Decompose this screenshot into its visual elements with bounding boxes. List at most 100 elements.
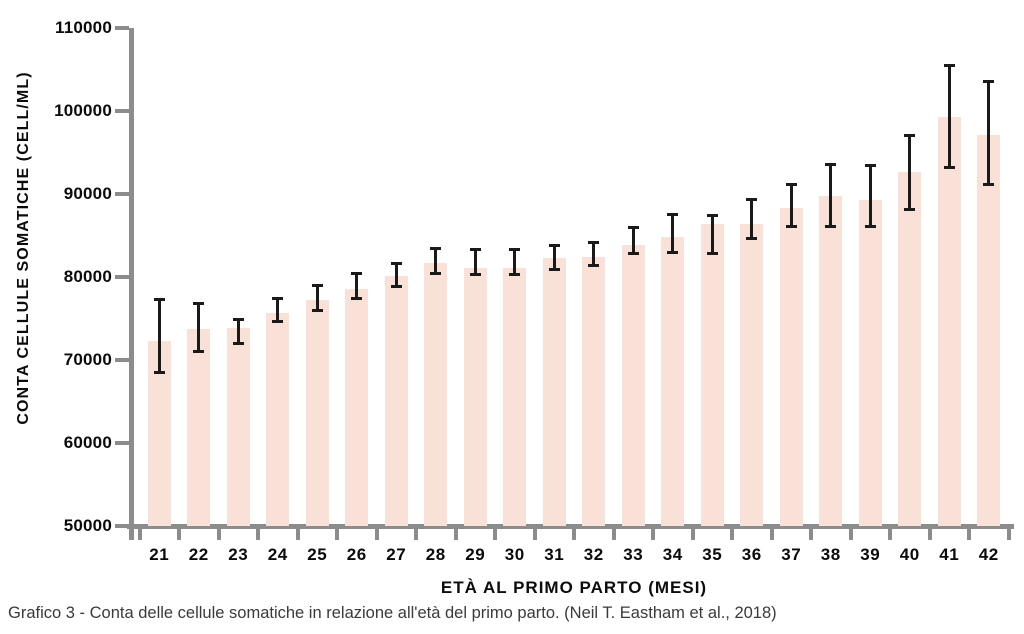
error-bar-cap-top (351, 271, 363, 275)
x-axis-tick (572, 529, 576, 540)
error-bar (947, 64, 951, 169)
x-tick-label: 34 (662, 545, 683, 564)
error-bar-cap-bottom (509, 273, 521, 277)
error-bar-cap-bottom (825, 225, 837, 229)
bar (503, 267, 527, 526)
x-tick-label: 26 (346, 545, 367, 564)
error-bar (829, 164, 833, 228)
x-axis-tick (493, 529, 497, 540)
bar (858, 199, 882, 526)
error-bar-cap-bottom (351, 297, 363, 301)
error-bar-cap-bottom (706, 251, 718, 255)
x-tick-label: 41 (939, 545, 960, 564)
x-axis-tick (256, 529, 260, 540)
error-bar-cap-bottom (785, 225, 797, 229)
x-tick-label: 31 (544, 545, 565, 564)
x-axis-line (127, 524, 1014, 529)
x-tick-label: 42 (978, 545, 999, 564)
x-axis-tick (730, 529, 734, 540)
y-axis-tick (115, 524, 129, 528)
bar (463, 267, 487, 526)
x-tick-label: 39 (860, 545, 881, 564)
error-bar-cap-bottom (548, 268, 560, 272)
error-bar-cap-top (785, 183, 797, 187)
y-tick-label: 100000 (54, 101, 112, 120)
y-axis-line (129, 28, 134, 540)
error-bar-cap-top (469, 247, 481, 251)
error-bar-cap-bottom (983, 182, 995, 186)
x-tick-label: 38 (820, 545, 841, 564)
error-bar (276, 297, 280, 322)
x-axis-tick (1006, 529, 1011, 540)
bar (147, 340, 171, 526)
error-bar (434, 247, 438, 274)
error-bar-cap-bottom (232, 342, 244, 346)
y-axis-tick (115, 109, 129, 113)
bar (384, 276, 408, 526)
bar (819, 196, 843, 526)
error-bar-cap-bottom (311, 309, 323, 313)
x-axis-tick (335, 529, 339, 540)
bar (582, 257, 606, 526)
x-tick-label: 22 (188, 545, 209, 564)
error-bar (631, 227, 635, 254)
bar (621, 244, 645, 526)
error-bar-cap-top (430, 246, 442, 250)
error-bar (908, 135, 912, 210)
bar (977, 135, 1001, 526)
error-bar-cap-bottom (943, 166, 955, 170)
bar (187, 329, 211, 526)
x-axis-tick (967, 529, 971, 540)
y-axis-tick (115, 26, 129, 30)
error-bar-cap-bottom (746, 236, 758, 240)
error-bar (394, 262, 398, 287)
bar (345, 289, 369, 526)
error-bar-cap-bottom (390, 284, 402, 288)
x-axis-tick (809, 529, 813, 540)
x-tick-label: 37 (781, 545, 802, 564)
x-axis-title: ETÀ AL PRIMO PARTO (MESI) (440, 578, 708, 597)
bar (226, 328, 250, 526)
error-bar-cap-top (667, 212, 679, 216)
error-bar (157, 299, 161, 374)
x-axis-tick (611, 529, 616, 540)
x-axis-tick (374, 529, 379, 540)
error-bar (750, 198, 754, 239)
error-bar-cap-top (983, 80, 995, 84)
error-bar (236, 318, 240, 345)
error-bar (710, 214, 714, 254)
error-bar-cap-top (509, 247, 521, 251)
x-axis-tick (769, 529, 774, 540)
y-tick-label: 110000 (55, 18, 112, 37)
x-axis-tick (216, 529, 221, 540)
error-bar-cap-bottom (627, 251, 639, 255)
error-bar-cap-top (904, 134, 916, 138)
error-bar-cap-top (232, 317, 244, 321)
x-axis-tick (177, 529, 181, 540)
error-bar-cap-bottom (904, 207, 916, 211)
x-axis-tick (690, 529, 695, 540)
error-bar (987, 81, 991, 185)
bar (542, 257, 566, 526)
error-bar-cap-bottom (430, 271, 442, 275)
error-bar-cap-top (825, 163, 837, 167)
y-axis-tick (115, 441, 129, 445)
x-axis-tick (414, 529, 418, 540)
figure-caption: Grafico 3 - Conta delle cellule somatich… (8, 604, 777, 622)
bar (424, 262, 448, 526)
x-axis-tick (137, 529, 142, 540)
x-axis-tick (888, 529, 892, 540)
error-bar-cap-bottom (588, 264, 600, 268)
error-bar-cap-top (311, 284, 323, 288)
x-tick-label: 33 (623, 545, 644, 564)
error-bar (592, 242, 596, 267)
x-tick-label: 32 (583, 545, 604, 564)
error-bar (868, 164, 872, 228)
error-bar-cap-top (746, 197, 758, 201)
error-bar-cap-top (193, 301, 205, 305)
error-bar-cap-bottom (469, 272, 481, 276)
error-bar-cap-top (548, 244, 560, 248)
y-tick-label: 50000 (63, 516, 112, 535)
y-tick-label: 90000 (63, 184, 112, 203)
